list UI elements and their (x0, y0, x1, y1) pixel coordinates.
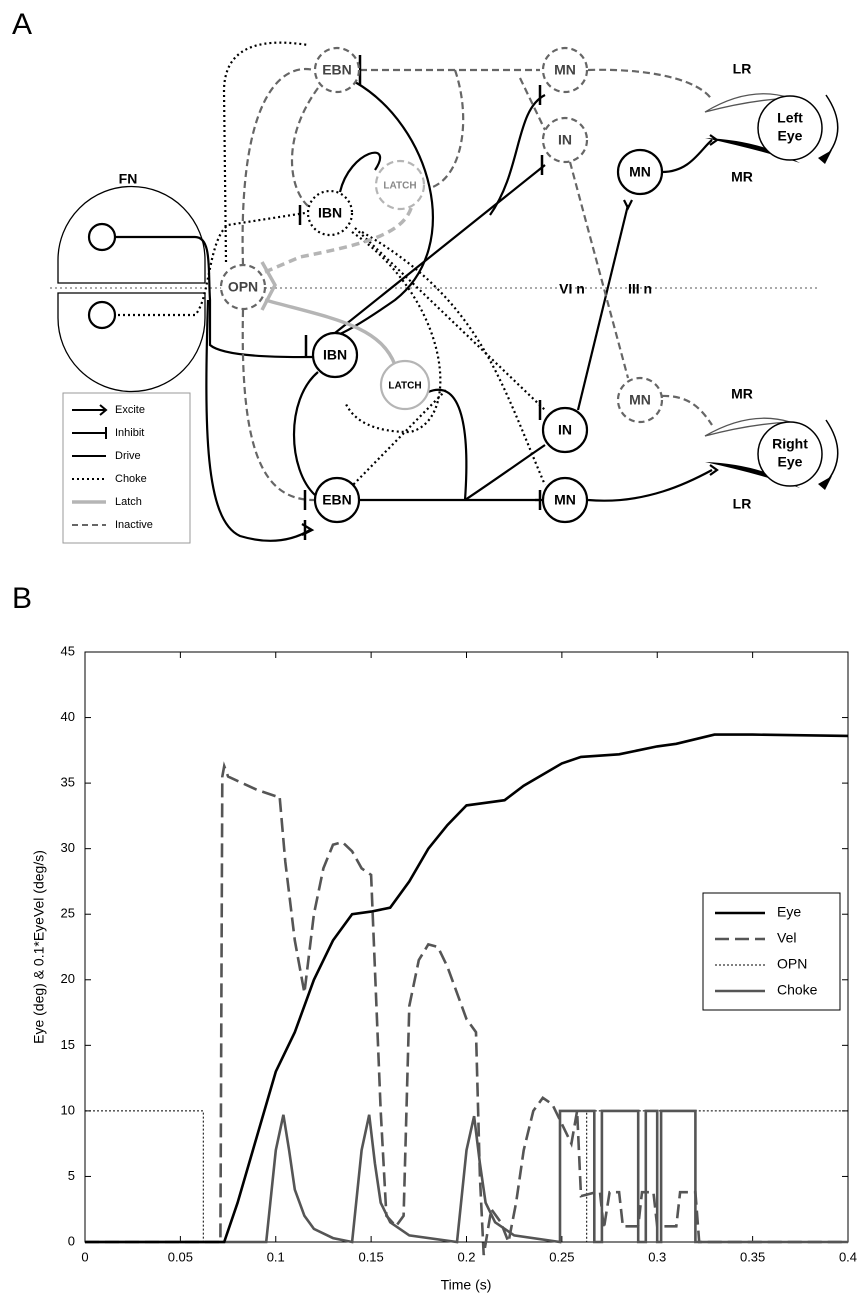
y-tick-label: 45 (61, 643, 75, 658)
y-tick-label: 5 (68, 1168, 75, 1183)
neuron-label: LATCH (383, 181, 416, 192)
y-tick-label: 35 (61, 775, 75, 790)
fn-neuron (87, 222, 117, 252)
right-eye (704, 417, 839, 490)
neuron (219, 263, 267, 311)
data-line (85, 1110, 848, 1243)
neuron-label: IBN (323, 347, 347, 363)
neuron (311, 331, 359, 379)
diagram-label: VI n (559, 281, 585, 297)
x-tick-label: 0.2 (457, 1249, 475, 1264)
x-tick-label: 0.25 (549, 1249, 574, 1264)
y-tick-label: 10 (61, 1102, 75, 1117)
diagram-label: FN (119, 171, 138, 187)
diagram-legend (62, 392, 191, 544)
legend-label: Choke (777, 982, 818, 998)
neuron-label: MN (629, 164, 651, 180)
y-tick-label: 30 (61, 840, 75, 855)
connections (115, 41, 719, 542)
legend-box (702, 892, 841, 1011)
x-tick-label: 0 (81, 1249, 88, 1264)
x-tick-label: 0.15 (358, 1249, 383, 1264)
neuron (616, 376, 664, 424)
y-tick-label: 40 (61, 709, 75, 724)
eye-label: Left (777, 110, 803, 126)
legend-label: Inactive (115, 519, 153, 531)
eye-label: Right (772, 436, 808, 452)
neuron-label: MN (629, 392, 651, 408)
legend-label: Inhibit (115, 427, 144, 439)
y-tick-label: 15 (61, 1037, 75, 1052)
neuron (541, 476, 589, 524)
legend-label: Latch (115, 496, 142, 508)
data-line (85, 761, 848, 1256)
neuron-label: EBN (322, 492, 352, 508)
diagram-label: MR (731, 386, 753, 402)
left-eye (704, 93, 839, 164)
fn-bottom (57, 292, 206, 393)
eye-label: Eye (778, 128, 803, 144)
legend-label: Drive (115, 450, 141, 462)
neuron-label: OPN (228, 279, 258, 295)
neuron (306, 189, 354, 237)
x-tick-label: 0.35 (740, 1249, 765, 1264)
diagram-label: III n (628, 281, 652, 297)
x-axis-label: Time (s) (441, 1277, 492, 1293)
neuron-label: IN (558, 422, 572, 438)
panel-label: B (12, 582, 32, 615)
diagram-label: LR (733, 496, 752, 512)
panel-label: A (12, 8, 32, 41)
data-line (85, 733, 849, 1244)
neuron-label: IBN (318, 205, 342, 221)
x-tick-label: 0.3 (648, 1249, 666, 1264)
legend-label: Choke (115, 473, 147, 485)
neuron-label: MN (554, 492, 576, 508)
neuron (313, 476, 361, 524)
neuron (616, 148, 664, 196)
y-axis-label: Eye (deg) & 0.1*EyeVel (deg/s) (31, 850, 47, 1044)
neuron-label: EBN (322, 62, 352, 78)
legend-label: Vel (777, 930, 796, 946)
x-tick-label: 0.05 (168, 1249, 193, 1264)
data-line (85, 1109, 848, 1244)
neuron (541, 116, 589, 164)
x-tick-label: 0.1 (267, 1249, 285, 1264)
fn-neuron (87, 300, 117, 330)
legend-label: Excite (115, 404, 145, 416)
y-tick-label: 0 (68, 1233, 75, 1248)
neuron-label: MN (554, 62, 576, 78)
y-tick-label: 20 (61, 971, 75, 986)
neuron (313, 46, 361, 94)
neuron (541, 46, 589, 94)
x-tick-label: 0.4 (839, 1249, 857, 1264)
diagram-label: MR (731, 169, 753, 185)
legend-label: Eye (777, 904, 801, 920)
neuron (379, 359, 431, 411)
circuit-diagram: EBN MN IN MN LATCH IBN OPN IBN LATCH IN MN EBN MN Lef… (50, 41, 839, 544)
chart: Time (s) Eye (deg) & 0.1*EyeVel (deg/s) … (31, 643, 857, 1292)
legend-label: OPN (777, 956, 807, 972)
eye-label: Eye (778, 454, 803, 470)
neuron-label: IN (558, 132, 572, 148)
legend-sample (99, 404, 108, 416)
neuron (374, 159, 426, 211)
neuron (541, 406, 589, 454)
y-tick-label: 25 (61, 906, 75, 921)
diagram-label: LR (733, 61, 752, 77)
neuron-label: LATCH (388, 381, 421, 392)
fn-top (57, 185, 206, 284)
